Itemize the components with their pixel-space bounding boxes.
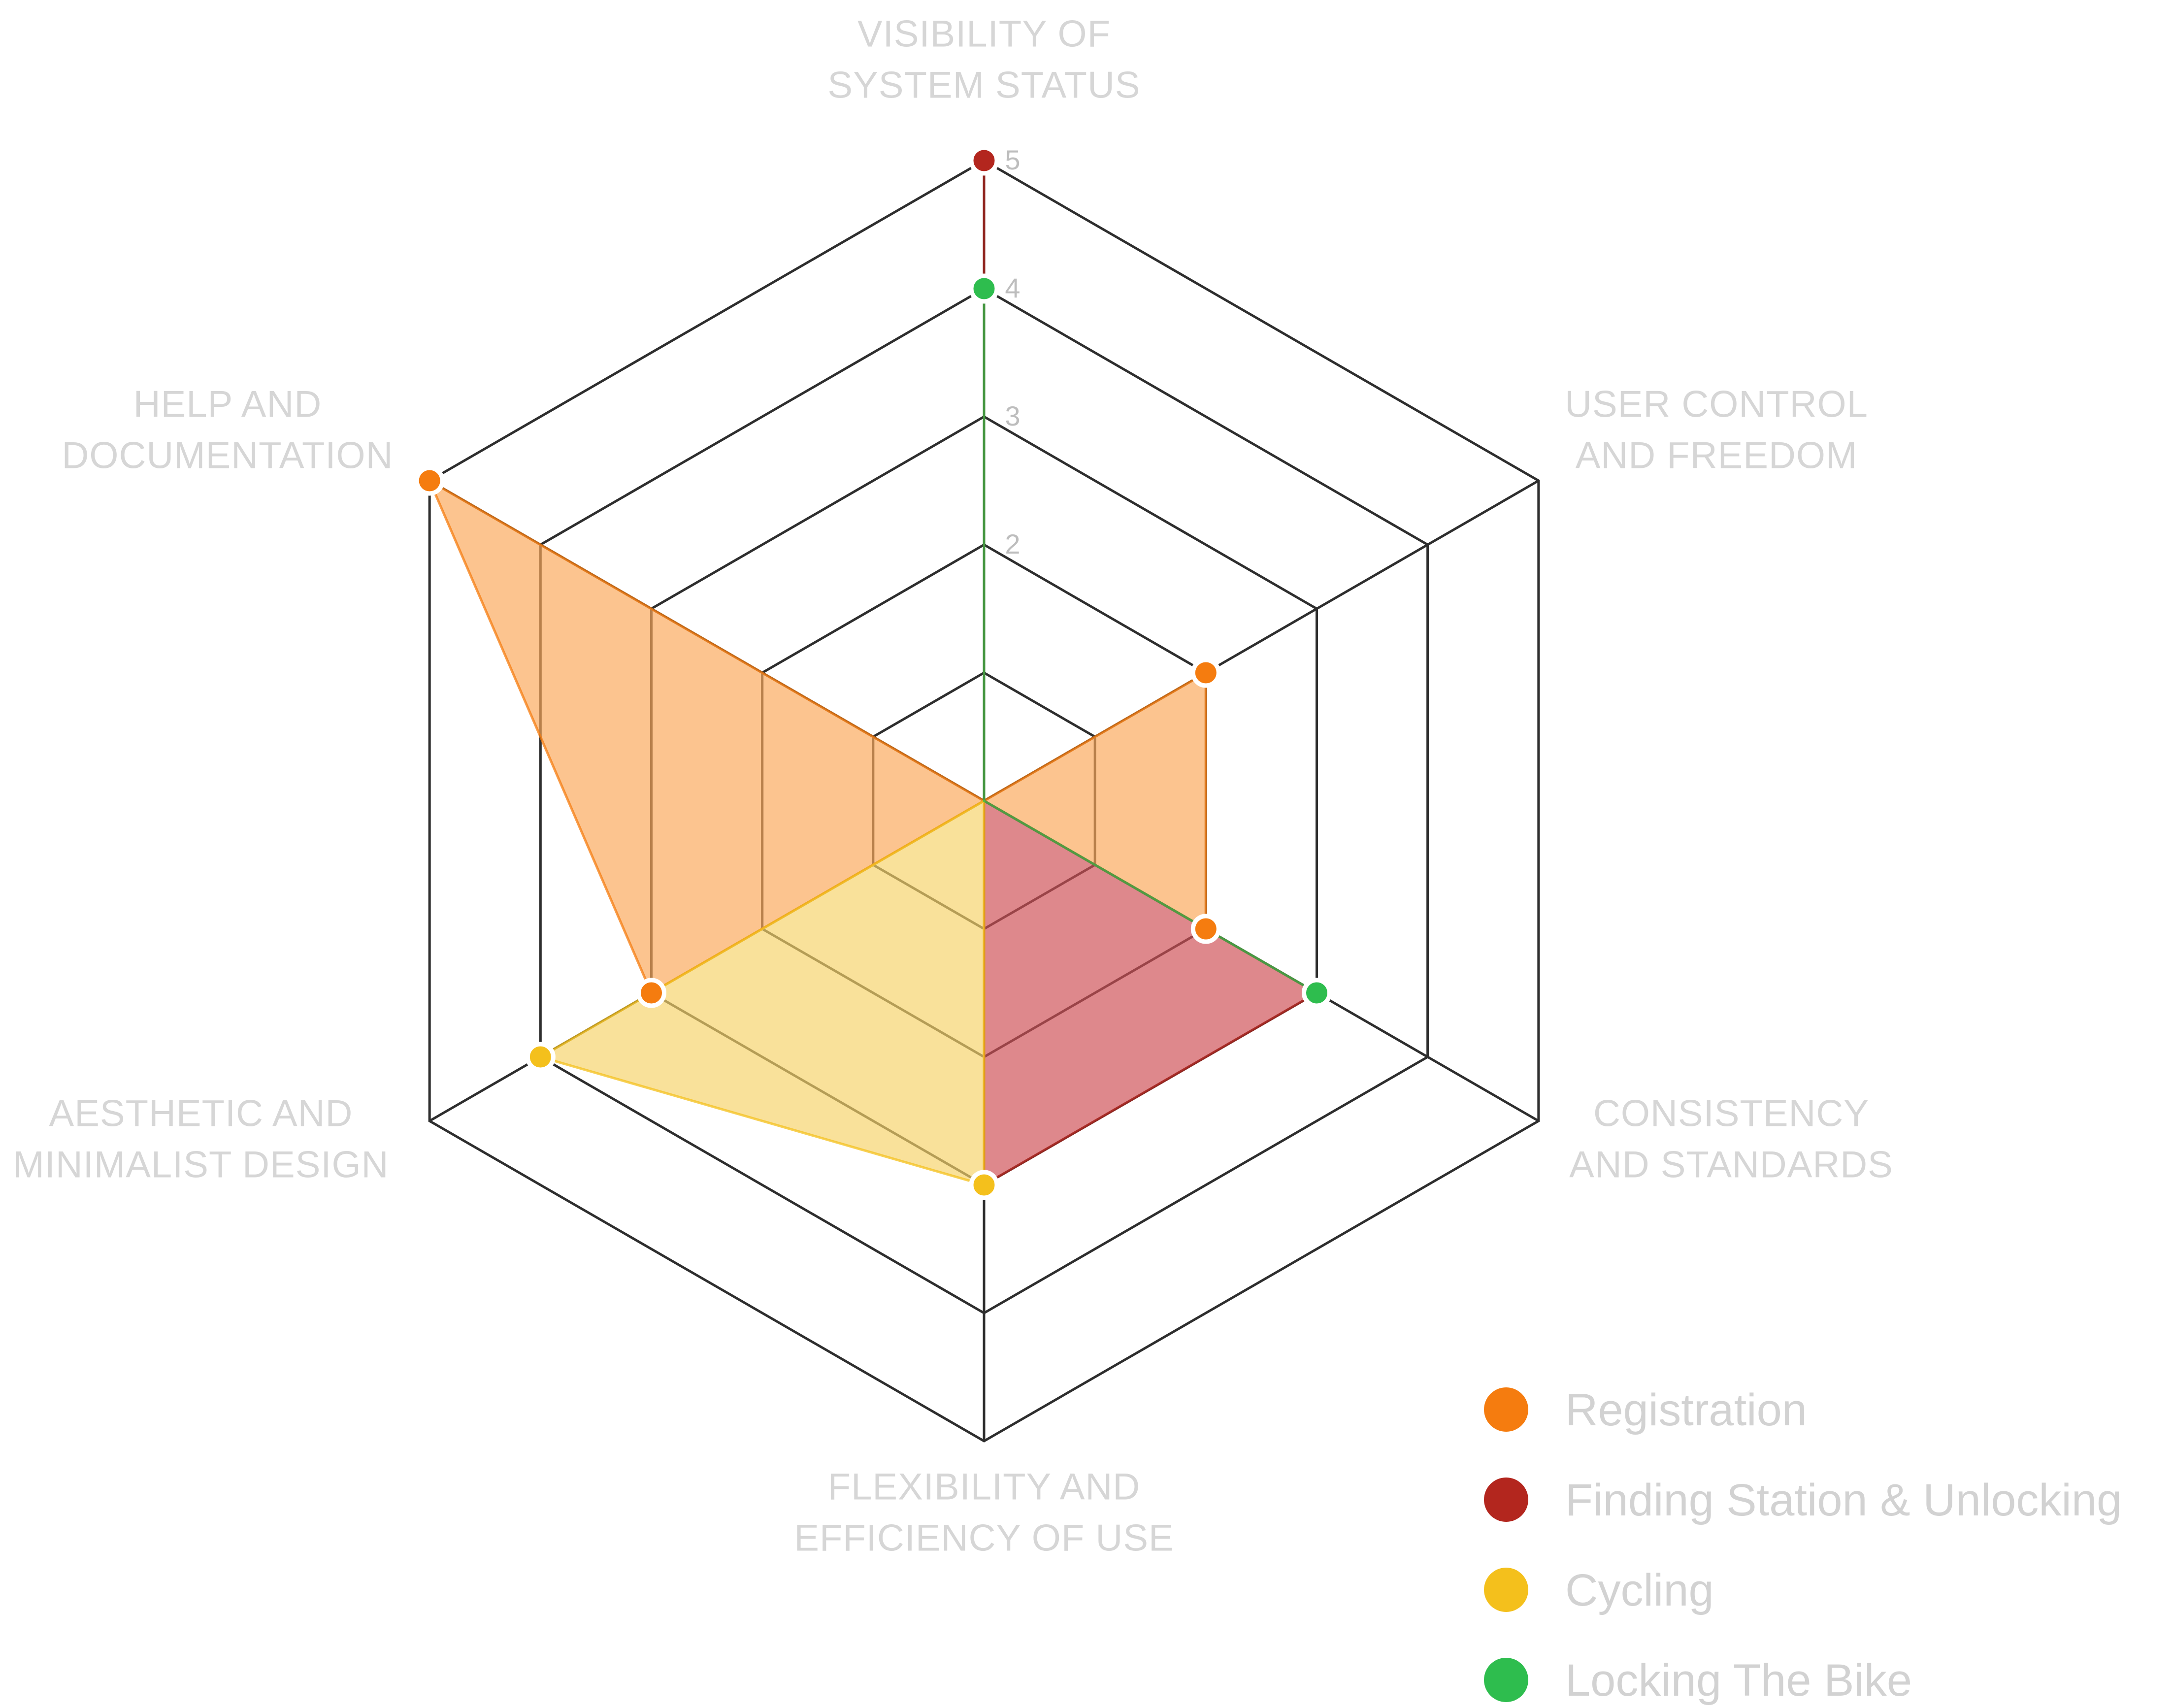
data-point-2-3 xyxy=(969,1170,999,1200)
legend-marker-1 xyxy=(1484,1478,1528,1522)
axis-labels: VISIBILITY OF SYSTEM STATUS USER CONTROL AN… xyxy=(13,13,1893,1559)
legend-label-0: Registration xyxy=(1565,1385,1807,1435)
axis-label-0-line-1: SYSTEM STATUS xyxy=(827,64,1140,106)
legend-label-1: Finding Station & Unlocking xyxy=(1565,1475,2122,1525)
radial-tick-labels: 2 3 4 5 xyxy=(1005,144,1020,559)
axis-label-5-line-0: HELP AND xyxy=(133,383,322,425)
series-areas xyxy=(428,159,1318,1186)
data-point-2-4 xyxy=(525,1042,556,1072)
tick-label-3: 3 xyxy=(1005,400,1020,431)
data-point-0-2 xyxy=(1190,914,1221,944)
legend-label-3: Locking The Bike xyxy=(1565,1655,1912,1706)
tick-label-2: 2 xyxy=(1005,528,1020,559)
axis-label-1-line-0: USER CONTROL xyxy=(1565,383,1868,425)
axis-label-1-line-1: AND FREEDOM xyxy=(1576,434,1858,476)
data-point-0-5 xyxy=(414,465,445,496)
tick-label-4: 4 xyxy=(1005,272,1020,303)
axis-label-0-line-0: VISIBILITY OF xyxy=(857,13,1111,55)
legend-marker-3 xyxy=(1484,1658,1528,1702)
axis-label-2-line-1: AND STANDARDS xyxy=(1569,1144,1893,1185)
legend-label-2: Cycling xyxy=(1565,1565,1714,1615)
axis-label-4-line-1: MINIMALIST DESIGN xyxy=(13,1144,389,1185)
data-point-0-1 xyxy=(1190,657,1221,688)
data-point-3-2 xyxy=(1301,978,1332,1008)
axis-label-3-line-1: EFFICIENCY OF USE xyxy=(794,1517,1174,1559)
axis-label-5-line-1: DOCUMENTATION xyxy=(62,434,393,476)
legend-marker-0 xyxy=(1484,1387,1528,1432)
legend: Registration Finding Station & Unlocking C… xyxy=(1484,1385,2122,1706)
data-point-0-4 xyxy=(636,978,667,1008)
series-area-2 xyxy=(539,799,986,1186)
legend-marker-2 xyxy=(1484,1568,1528,1612)
data-point-1-0 xyxy=(969,145,999,176)
axis-label-3-line-0: FLEXIBILITY AND xyxy=(828,1466,1141,1508)
axis-label-2-line-0: CONSISTENCY xyxy=(1593,1092,1869,1134)
data-point-3-0 xyxy=(969,273,999,304)
tick-label-5: 5 xyxy=(1005,144,1020,175)
series-area-1 xyxy=(983,159,1318,1186)
series-points xyxy=(414,145,1332,1200)
axis-label-4-line-0: AESTHETIC AND xyxy=(49,1092,353,1134)
